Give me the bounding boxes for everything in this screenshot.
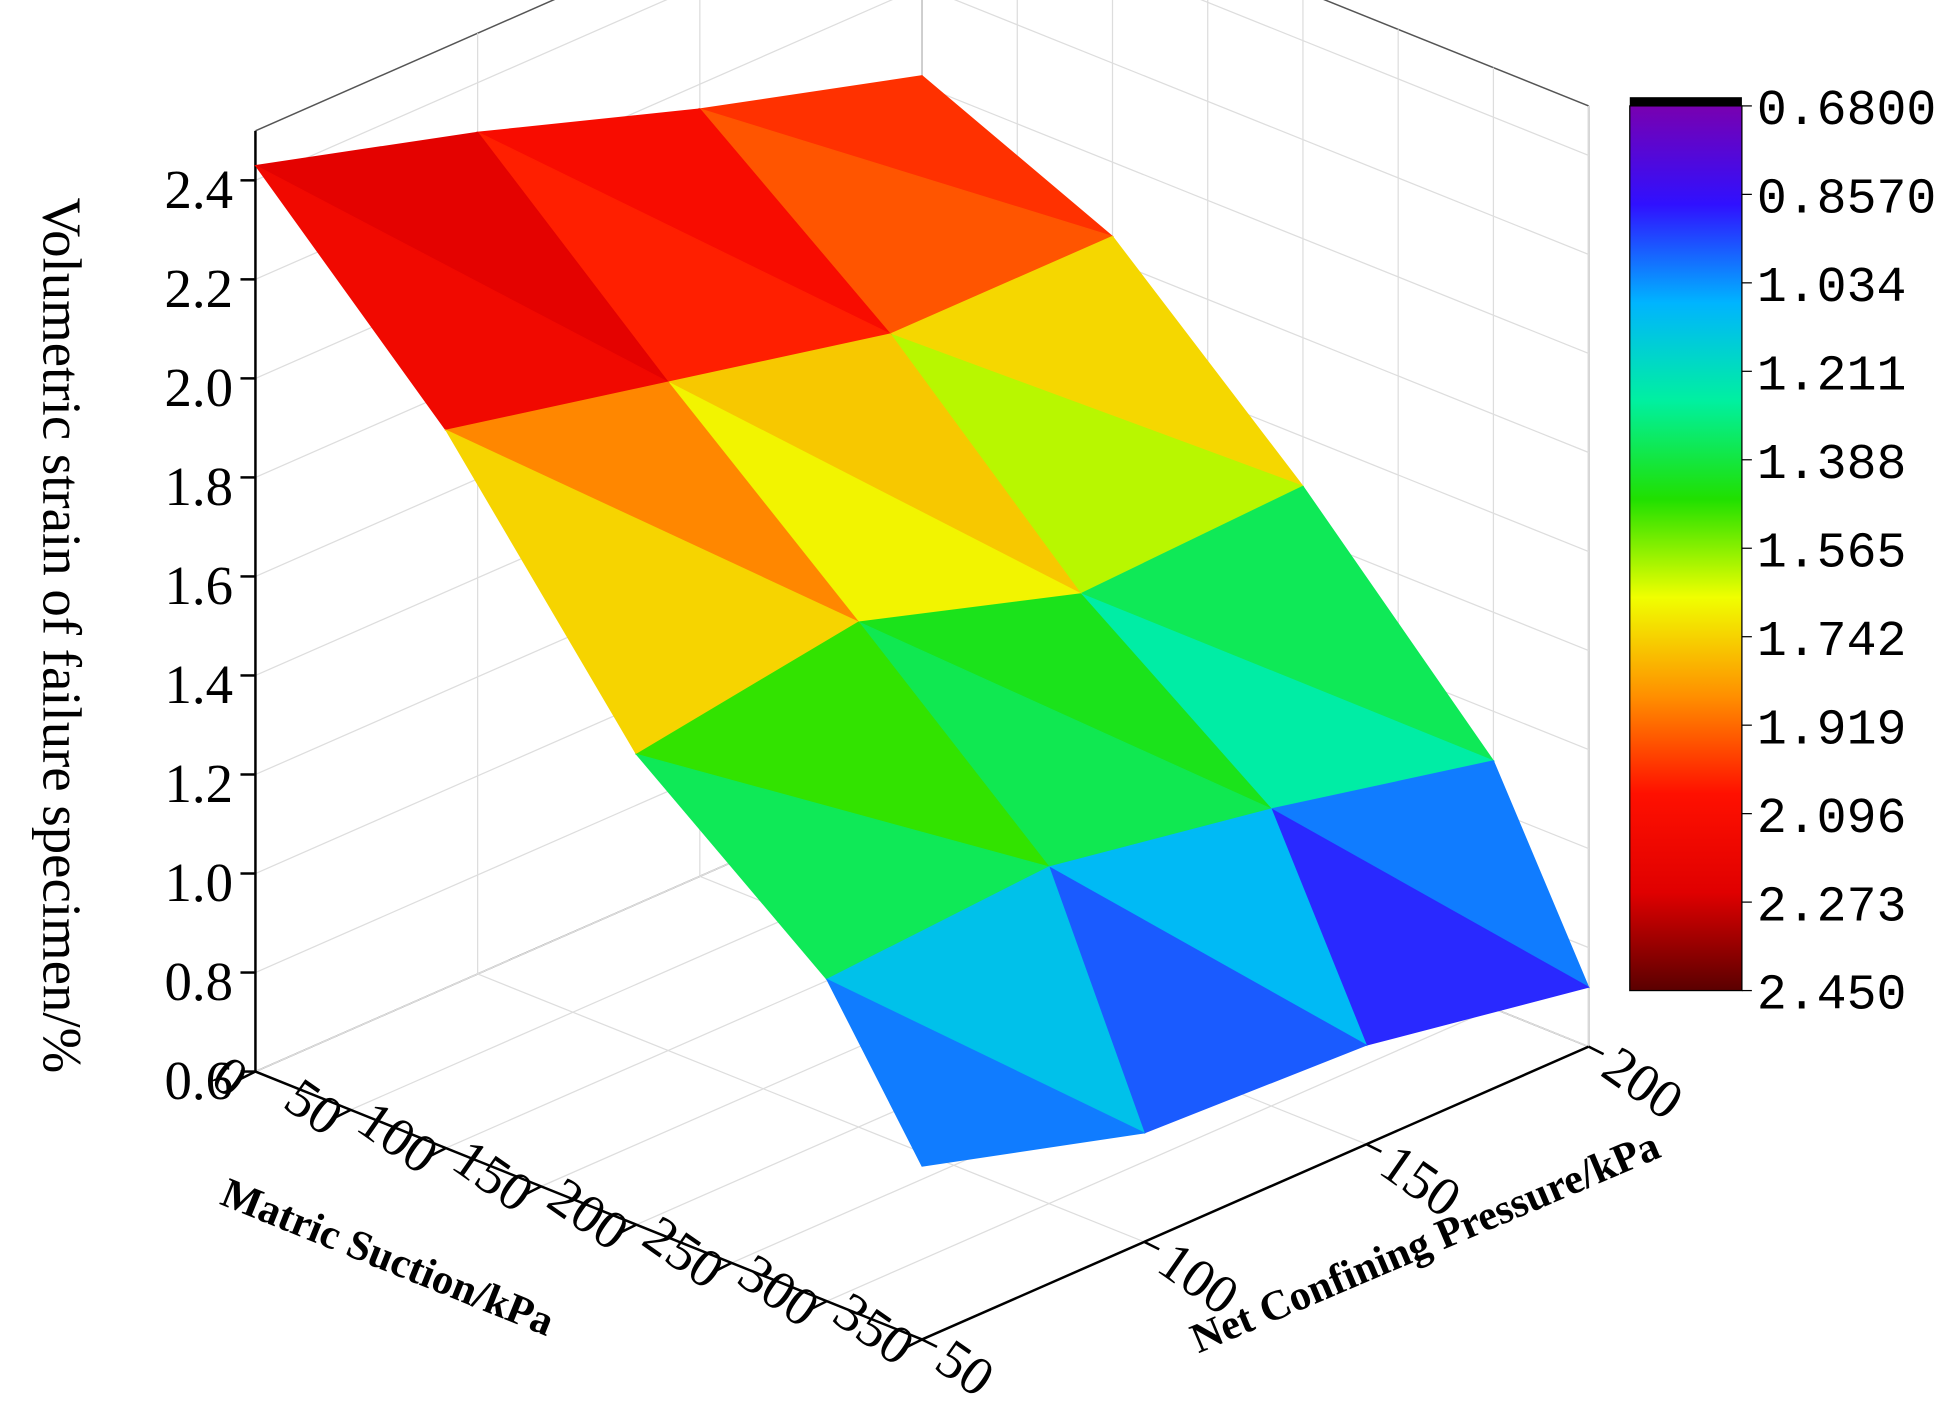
colorbar-label: 1.211 bbox=[1757, 348, 1907, 404]
x-tick-label: 200 bbox=[537, 1165, 639, 1262]
y-tick-label: 50 bbox=[925, 1327, 1005, 1408]
y-tick bbox=[1143, 1240, 1160, 1251]
y-tick bbox=[1365, 1143, 1382, 1153]
z-tick-label: 2.2 bbox=[164, 258, 233, 319]
grid-line bbox=[921, 85, 1589, 355]
grid-line bbox=[1200, 0, 1589, 157]
colorbar-label: 1.742 bbox=[1757, 614, 1907, 670]
colorbar-label: 1.034 bbox=[1757, 260, 1907, 316]
colorbar-label: 1.388 bbox=[1757, 437, 1907, 493]
z-tick-label: 1.0 bbox=[164, 852, 233, 913]
x-tick bbox=[716, 1261, 733, 1272]
grid-line bbox=[477, 973, 1145, 1243]
z-tick-label: 1.4 bbox=[164, 654, 233, 715]
colorbar-cap bbox=[1629, 97, 1742, 106]
y-tick bbox=[921, 1338, 938, 1349]
grid-line bbox=[953, 0, 1589, 256]
z-tick-label: 1.6 bbox=[164, 555, 233, 616]
x-tick bbox=[906, 1338, 923, 1349]
x-tick bbox=[620, 1223, 637, 1234]
x-tick bbox=[811, 1300, 828, 1310]
z-axis-title: Volumetric strain of failure specimen/% bbox=[31, 198, 92, 1074]
x-tick bbox=[239, 1070, 256, 1081]
box-edge bbox=[1323, 0, 1589, 107]
plot: Volumetric strain of failure specimen/% … bbox=[31, 0, 1936, 1408]
z-tick-label: 2.0 bbox=[164, 357, 233, 418]
box-edge bbox=[255, 0, 556, 132]
x-tick bbox=[430, 1146, 447, 1157]
x-tick-label: 250 bbox=[633, 1203, 735, 1300]
x-tick-label: 50 bbox=[274, 1066, 354, 1147]
x-tick-label: 350 bbox=[823, 1280, 925, 1377]
z-tick-label: 1.2 bbox=[164, 753, 233, 814]
x-axis bbox=[254, 1070, 923, 1341]
z-tick-label: 0.8 bbox=[164, 951, 233, 1012]
colorbar-label: 2.273 bbox=[1757, 879, 1907, 935]
surface-facet bbox=[825, 978, 1146, 1167]
colorbar bbox=[1629, 105, 1743, 992]
z-tick-label: 1.8 bbox=[164, 456, 233, 517]
grid-line bbox=[826, 1007, 1494, 1302]
colorbar-label: 1.565 bbox=[1757, 525, 1907, 581]
z-tick-label: 0.6 bbox=[164, 1050, 233, 1111]
colorbar-label: 2.450 bbox=[1757, 968, 1907, 1024]
colorbar-label: 1.919 bbox=[1757, 702, 1907, 758]
x-tick-label: 100 bbox=[347, 1089, 449, 1186]
grid-line bbox=[255, 0, 668, 181]
colorbar-label: 2.096 bbox=[1757, 791, 1907, 847]
y-axis bbox=[921, 1045, 1590, 1341]
colorbar-label: 0.8570 bbox=[1757, 172, 1936, 228]
x-tick-label: 150 bbox=[442, 1127, 544, 1224]
y-tick bbox=[1588, 1045, 1605, 1056]
z-tick-label: 2.4 bbox=[164, 159, 233, 220]
x-tick bbox=[525, 1185, 542, 1195]
x-tick-label: 300 bbox=[728, 1242, 830, 1339]
x-tick bbox=[335, 1108, 352, 1119]
colorbar-label: 0.6800 bbox=[1757, 83, 1936, 139]
y-tick-label: 200 bbox=[1592, 1034, 1694, 1131]
